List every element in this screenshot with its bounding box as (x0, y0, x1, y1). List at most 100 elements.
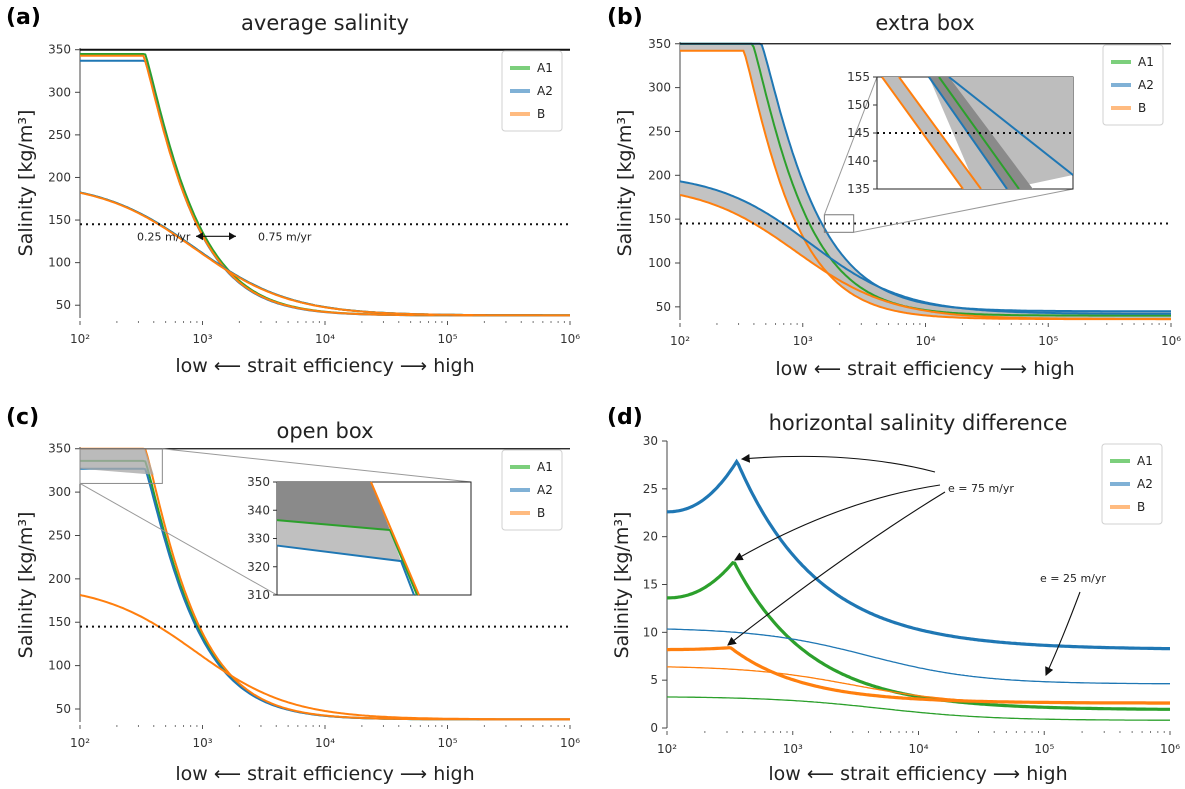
zoom-connector (162, 448, 472, 483)
legend-label: A2 (537, 84, 553, 98)
x-tick-label: 10⁶ (560, 332, 580, 346)
x-axis-label: low ⟵ strait efficiency ⟶ high (775, 358, 1074, 380)
zoom-region (823, 214, 855, 233)
series-line-A1 (666, 696, 1170, 721)
inset-band-dark (277, 482, 390, 531)
inset-y-tick-label: 140 (847, 154, 870, 168)
legend (501, 449, 563, 531)
series-line-A1 (667, 561, 1170, 711)
y-tick-label: 200 (48, 572, 71, 586)
y-tick-label: 100 (48, 659, 71, 673)
y-tick-label: 250 (48, 128, 71, 142)
y-tick-label: 50 (656, 300, 671, 314)
inset-y-tick-label: 330 (247, 532, 270, 546)
y-tick-label: 150 (48, 213, 71, 227)
legend (501, 50, 563, 132)
y-axis-label: Salinity [kg/m³] (614, 110, 636, 257)
x-tick-label: 10⁵ (1038, 334, 1058, 348)
y-tick-label: 300 (648, 81, 671, 95)
series-line-A2 (666, 628, 1170, 685)
annotation-025: 0.25 m/yr (137, 230, 191, 243)
panel-d: (d) horizontal salinity difference Salinit… (607, 405, 1180, 785)
legend (1102, 44, 1164, 126)
series-line-B (667, 666, 1170, 705)
panel-label: (b) (607, 5, 643, 30)
x-tick-label: 10⁶ (560, 736, 580, 750)
shaded-region (80, 448, 154, 475)
annotation-e25: e = 25 m/yr (1040, 572, 1106, 585)
series-line-B (80, 594, 570, 721)
series-line-B (667, 646, 1170, 705)
x-tick-label: 10³ (192, 736, 212, 750)
inset-y-tick-label: 150 (847, 98, 870, 112)
y-tick-label: 300 (48, 485, 71, 499)
annotation-arrow (734, 484, 941, 561)
y-tick-label: 5 (650, 673, 658, 687)
annotation-e75: e = 75 m/yr (948, 482, 1014, 495)
legend-label: B (537, 506, 545, 520)
y-tick-label: 15 (643, 578, 658, 592)
series-line-A2 (667, 458, 1170, 651)
series-line-A1 (80, 191, 570, 317)
y-tick-label: 250 (648, 124, 671, 138)
x-tick-label: 10⁴ (908, 742, 928, 756)
inset-plot: 310 320 330 340 350 (247, 475, 472, 602)
chart-title: open box (276, 419, 373, 443)
panel-label: (c) (6, 405, 39, 430)
annotation-arrow (727, 491, 946, 646)
y-tick-label: 350 (48, 442, 71, 456)
x-tick-label: 10² (657, 742, 677, 756)
series-line-A2 (80, 191, 570, 317)
x-tick-label: 10² (70, 736, 90, 750)
annotation-arrow (740, 453, 936, 473)
y-tick-label: 150 (648, 212, 671, 226)
legend-label: B (1138, 101, 1146, 115)
series-line-B (680, 194, 1171, 321)
x-tick-label: 10⁵ (437, 332, 457, 346)
inset-line-B (370, 481, 420, 596)
zoom-connector (79, 483, 278, 596)
inset-line-A2 (948, 77, 1073, 176)
arrow-head-right (229, 232, 236, 241)
inset-y-tick-label: 320 (247, 560, 270, 574)
legend-label: A2 (1138, 78, 1154, 92)
x-tick-label: 10³ (783, 742, 803, 756)
y-tick-label: 200 (648, 168, 671, 182)
inset-y-tick-label: 340 (247, 503, 270, 517)
inset-plot: 135 140 145 150 155 (847, 70, 1074, 196)
panel-b: (b) extra box Salinity [kg/m³] low ⟵ strait… (607, 5, 1181, 380)
chart-title: average salinity (241, 11, 409, 35)
inset-band-light (277, 520, 401, 562)
legend (1101, 443, 1163, 525)
panel-label: (d) (607, 405, 643, 430)
y-tick-label: 300 (48, 85, 71, 99)
series-line-B (80, 191, 570, 317)
annotation-arrow (1045, 591, 1081, 677)
legend-label: B (537, 107, 545, 121)
x-tick-label: 10³ (793, 334, 813, 348)
zoom-region (79, 448, 163, 484)
x-tick-label: 10⁴ (315, 332, 335, 346)
series-line-B (80, 54, 570, 317)
y-axis-label: Salinity [kg/m³] (15, 110, 37, 257)
legend-label: A1 (1138, 55, 1154, 69)
x-axis-label: low ⟵ strait efficiency ⟶ high (768, 763, 1067, 785)
series-line-A2 (80, 59, 570, 317)
inset-line-A2 (276, 544, 415, 596)
annotation-075: 0.75 m/yr (258, 230, 312, 243)
legend-label: A1 (537, 460, 553, 474)
y-tick-label: 10 (643, 625, 658, 639)
y-tick-label: 50 (56, 298, 71, 312)
inset-y-tick-label: 145 (847, 126, 870, 140)
x-tick-label: 10⁵ (1034, 742, 1054, 756)
zoom-connector (823, 76, 878, 215)
inset-y-tick-label: 155 (847, 70, 870, 84)
inset-y-tick-label: 310 (247, 588, 270, 602)
y-tick-label: 350 (48, 43, 71, 57)
inset-y-tick-label: 135 (847, 182, 870, 196)
series-line-A2 (680, 180, 1171, 315)
legend-label: A1 (537, 61, 553, 75)
x-tick-label: 10³ (192, 332, 212, 346)
x-tick-label: 10⁴ (915, 334, 935, 348)
